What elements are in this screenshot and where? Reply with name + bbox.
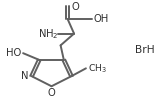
Text: HO: HO [6,48,22,58]
Text: OH: OH [93,14,109,24]
Text: CH$_3$: CH$_3$ [88,62,107,75]
Text: O: O [72,2,79,12]
Text: NH$_2$: NH$_2$ [38,27,58,41]
Text: BrH: BrH [135,45,155,55]
Text: O: O [48,88,55,98]
Text: N: N [21,71,28,81]
